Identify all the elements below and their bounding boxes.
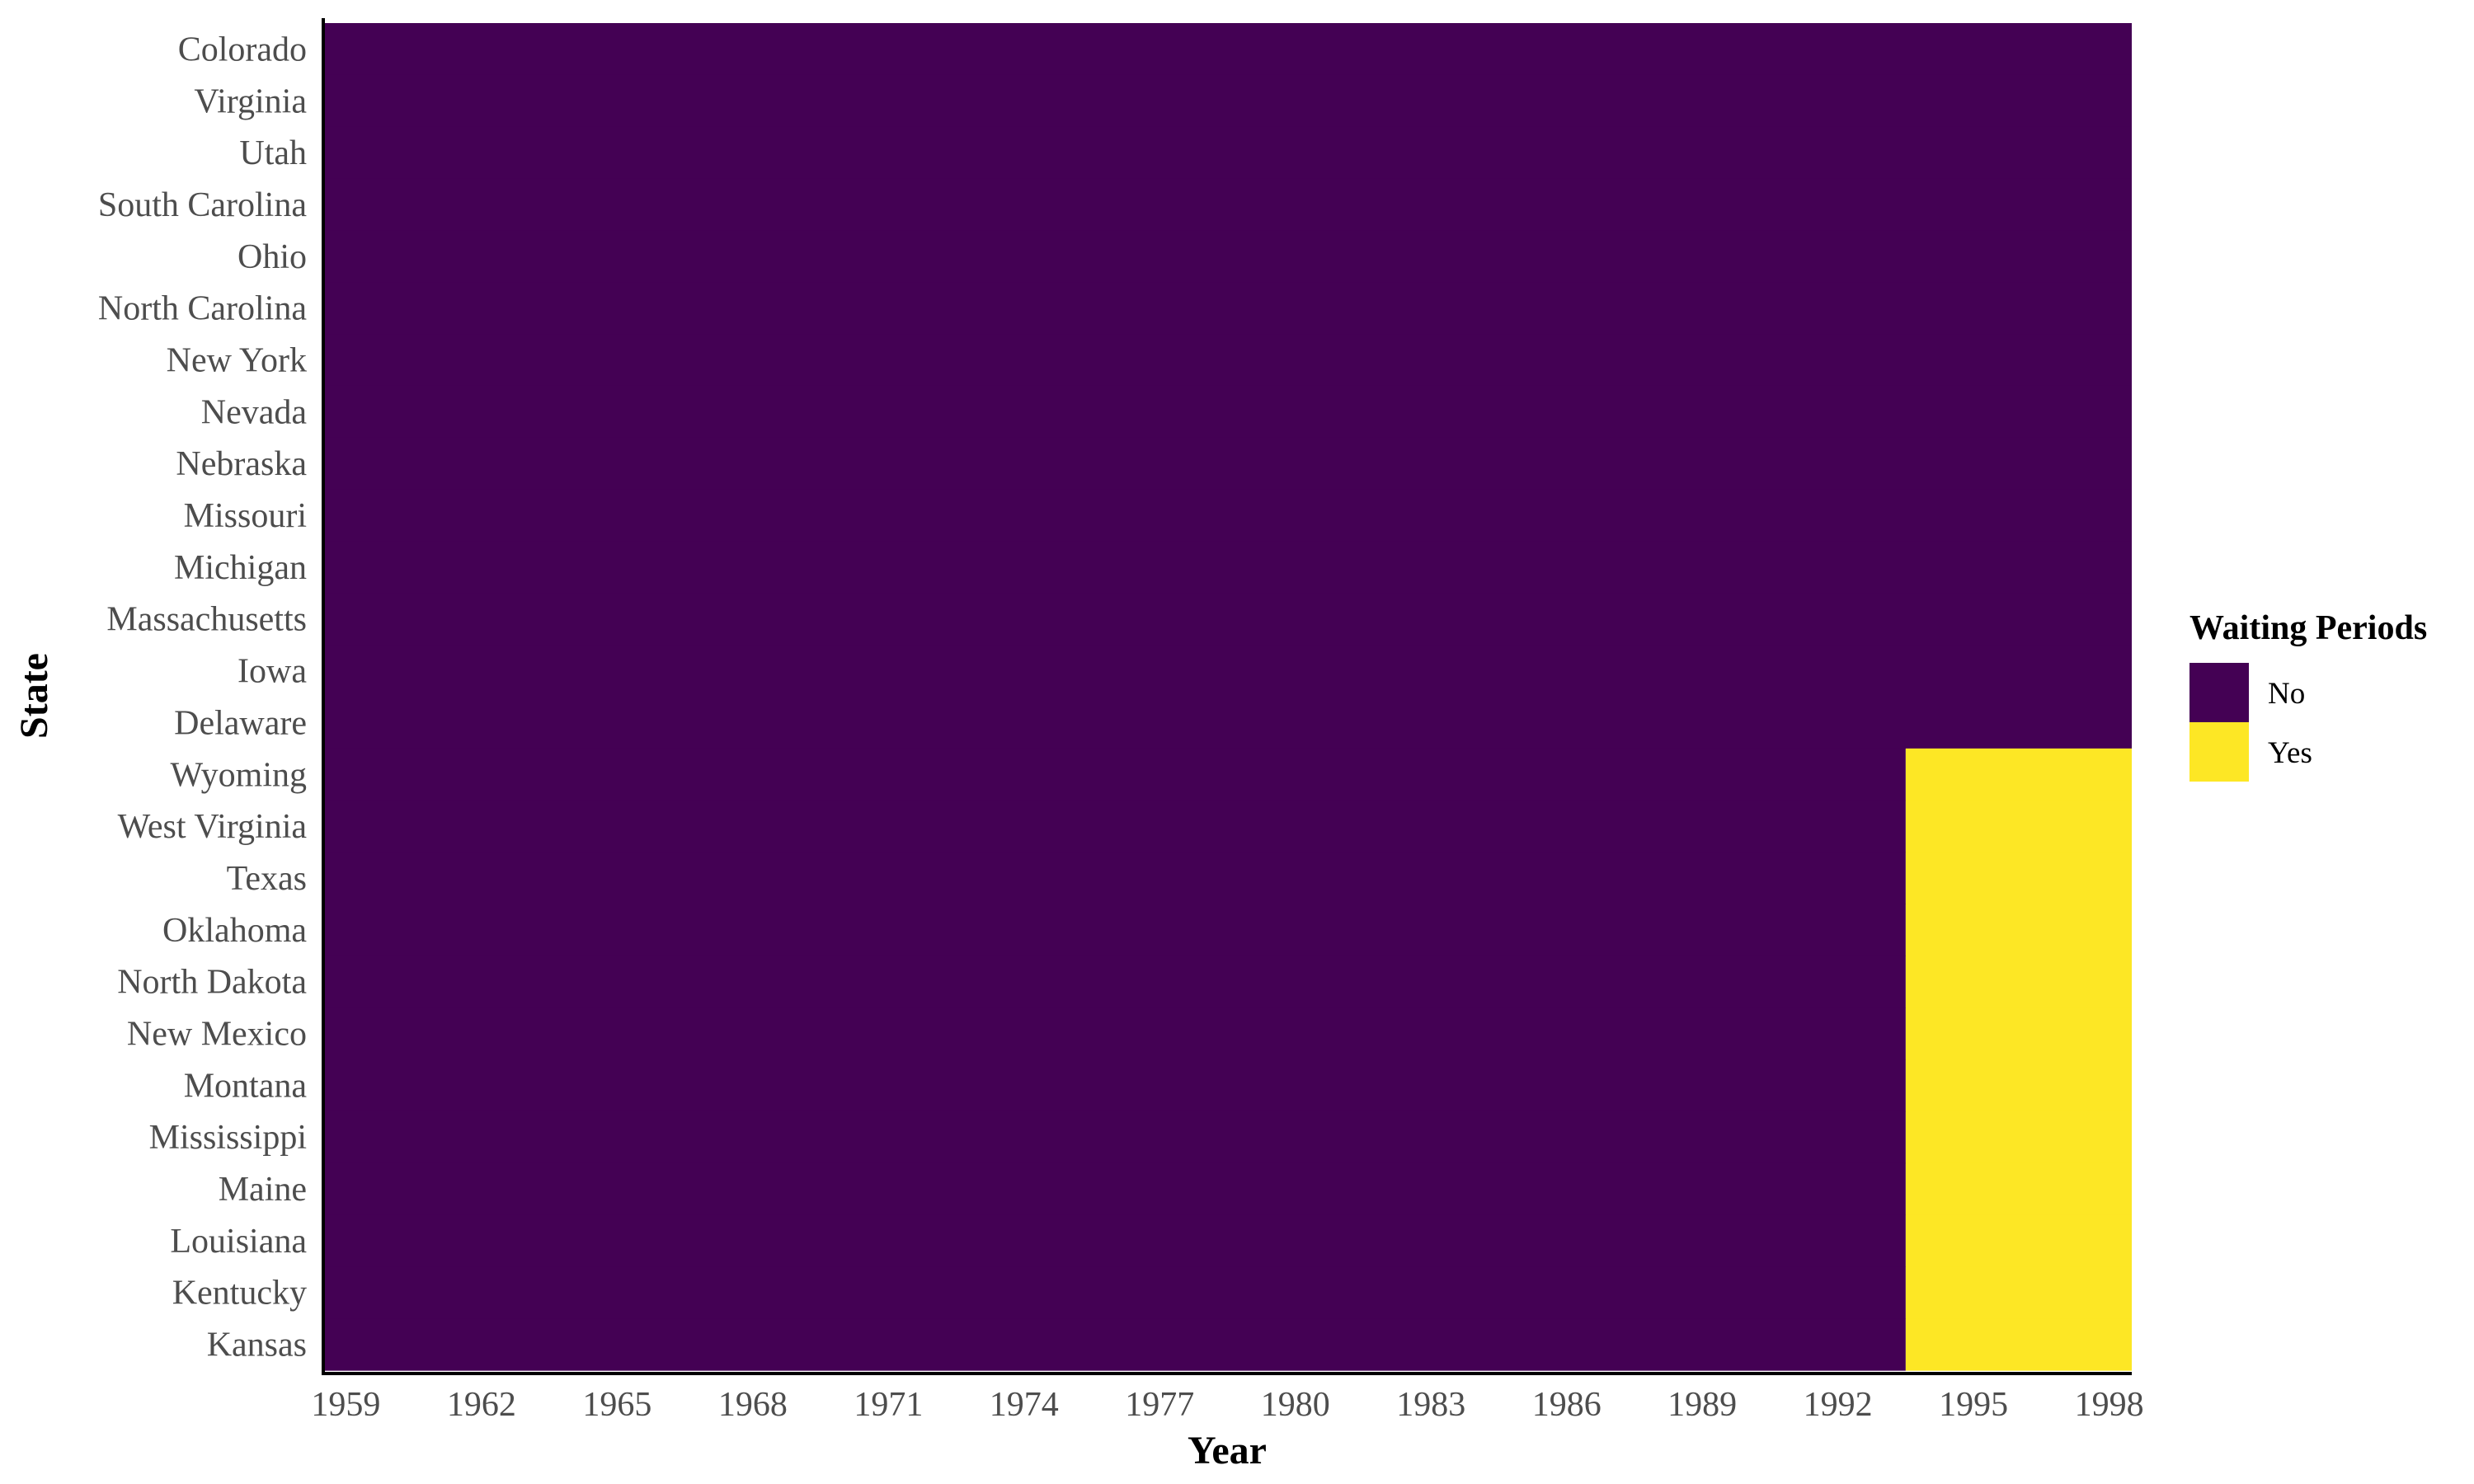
- y-tick-label: Virginia: [194, 82, 307, 120]
- heatmap-cell-no: [323, 852, 1906, 904]
- heatmap-cell-no: [323, 1059, 1906, 1112]
- y-axis-title: State: [12, 653, 56, 739]
- heatmap-cell-no: [323, 1318, 1906, 1371]
- heatmap-cell-no: [323, 385, 2132, 439]
- heatmap-cell-no: [323, 282, 2132, 335]
- heatmap-cell-no: [323, 956, 1906, 1008]
- heatmap-cell-yes: [1905, 800, 2132, 853]
- heatmap-cell-no: [323, 697, 2132, 749]
- heatmap-cell-no: [323, 593, 2132, 646]
- heatmap-cell-no: [323, 126, 2132, 180]
- heatmap-cell-yes: [1905, 956, 2132, 1008]
- y-tick-label: Colorado: [178, 31, 307, 68]
- legend-swatch-no: [2189, 663, 2249, 722]
- legend: Waiting Periods No Yes: [2189, 609, 2427, 782]
- y-tick-label: Maine: [219, 1171, 307, 1209]
- heatmap-cell-yes: [1905, 904, 2132, 956]
- y-tick-label: West Virginia: [118, 808, 308, 846]
- y-tick-label: Delaware: [174, 704, 307, 742]
- y-tick-label: Nebraska: [176, 445, 307, 483]
- heatmap-cell-no: [323, 437, 2132, 491]
- y-tick-label: Iowa: [238, 653, 307, 691]
- y-tick-label: North Carolina: [98, 290, 307, 328]
- heatmap-cell-yes: [1905, 1111, 2132, 1164]
- heatmap-cell-no: [323, 1111, 1906, 1164]
- x-tick-label: 1998: [2075, 1386, 2144, 1424]
- legend-label-no: No: [2268, 677, 2305, 711]
- heatmap-cell-no: [323, 230, 2132, 283]
- y-tick-label: New Mexico: [127, 1016, 307, 1054]
- heatmap-cell-yes: [1905, 1162, 2132, 1216]
- y-tick-label: Massachusetts: [106, 601, 307, 639]
- heatmap-cell-no: [323, 541, 2132, 594]
- legend-swatch-yes: [2189, 722, 2249, 782]
- heatmap-cell-no: [323, 1162, 1906, 1216]
- y-tick-label: Mississippi: [149, 1119, 307, 1157]
- heatmap-cell-no: [323, 74, 2132, 128]
- heatmap-cell-yes: [1905, 1266, 2132, 1319]
- heatmap-cell-no: [323, 800, 1906, 853]
- x-tick-label: 1986: [1532, 1386, 1602, 1424]
- heatmap-cell-yes: [1905, 1214, 2132, 1267]
- y-tick-label: South Carolina: [98, 186, 308, 224]
- heatmap-cell-no: [323, 748, 1906, 801]
- x-axis-tick-labels: 1959 1962 1965 1968 1971 1974 1977 1980 1983 1986…: [311, 1386, 2143, 1424]
- x-tick-label: 1977: [1125, 1386, 1194, 1424]
- y-tick-label: Montana: [184, 1067, 308, 1105]
- y-tick-label: Oklahoma: [162, 912, 307, 950]
- heatmap-cell-no: [323, 645, 2132, 697]
- x-axis-title: Year: [1188, 1429, 1267, 1472]
- heatmap-cell-no: [323, 1266, 1906, 1319]
- heatmap-cell-no: [323, 178, 2132, 231]
- y-tick-label: Nevada: [201, 393, 308, 431]
- x-tick-label: 1980: [1261, 1386, 1330, 1424]
- x-tick-label: 1971: [854, 1386, 923, 1424]
- x-tick-label: 1962: [447, 1386, 516, 1424]
- x-tick-label: 1983: [1396, 1386, 1465, 1424]
- x-tick-label: 1992: [1804, 1386, 1873, 1424]
- x-tick-label: 1965: [582, 1386, 651, 1424]
- y-tick-label: Missouri: [184, 497, 307, 535]
- heatmap-cell-yes: [1905, 852, 2132, 904]
- x-tick-label: 1989: [1667, 1386, 1737, 1424]
- heatmap-cell-yes: [1905, 1318, 2132, 1371]
- y-tick-label: Wyoming: [171, 756, 307, 794]
- y-tick-label: New York: [167, 342, 307, 380]
- y-tick-label: Texas: [227, 860, 307, 898]
- y-tick-label: Louisiana: [170, 1223, 307, 1261]
- heatmap-cell-no: [323, 904, 1906, 956]
- heatmap-cells: [323, 23, 2132, 1371]
- y-tick-label: Ohio: [238, 238, 307, 276]
- legend-title: Waiting Periods: [2189, 609, 2427, 647]
- heatmap-cell-no: [323, 1214, 1906, 1267]
- heatmap-cell-no: [323, 334, 2132, 387]
- y-tick-label: Michigan: [174, 549, 307, 587]
- x-tick-label: 1968: [718, 1386, 788, 1424]
- x-tick-label: 1974: [990, 1386, 1059, 1424]
- y-tick-label: Kansas: [207, 1327, 307, 1364]
- y-axis-tick-labels: Colorado Virginia Utah South Carolina Ohio No…: [98, 31, 308, 1364]
- y-tick-label: Kentucky: [172, 1275, 307, 1313]
- x-tick-label: 1995: [1939, 1386, 2008, 1424]
- heatmap-cell-yes: [1905, 1059, 2132, 1112]
- heatmap-cell-no: [323, 1007, 1906, 1060]
- heatmap-cell-no: [323, 489, 2132, 542]
- heatmap-cell-no: [323, 23, 2132, 76]
- heatmap-cell-yes: [1905, 748, 2132, 801]
- y-tick-label: Utah: [239, 134, 307, 172]
- y-tick-label: North Dakota: [117, 964, 307, 1002]
- heatmap-cell-yes: [1905, 1007, 2132, 1060]
- x-tick-label: 1959: [311, 1386, 380, 1424]
- legend-label-yes: Yes: [2268, 736, 2312, 770]
